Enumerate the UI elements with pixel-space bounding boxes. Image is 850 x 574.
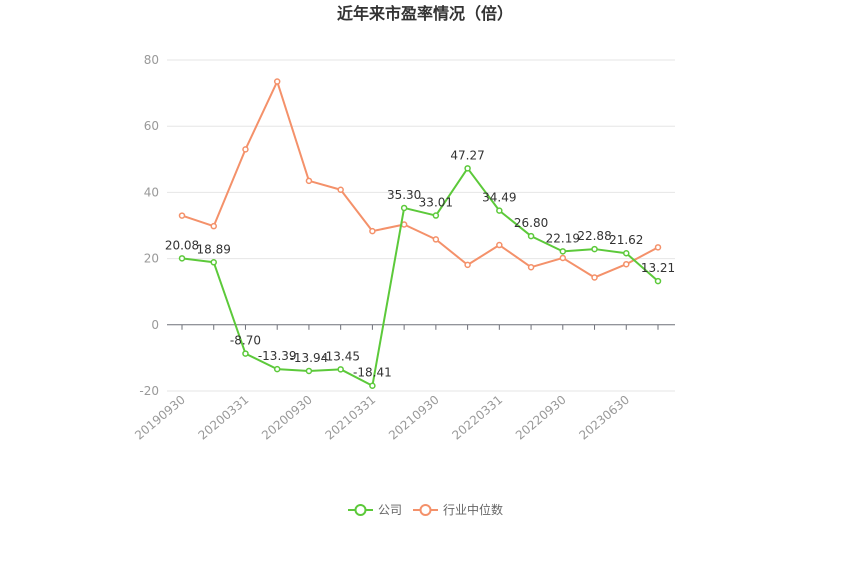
data-label: 26.80 — [514, 216, 548, 230]
company-data-point — [210, 259, 217, 266]
company-data-point — [369, 382, 376, 389]
data-label: -13.94 — [290, 351, 329, 365]
x-tick-label: 20220930 — [513, 393, 569, 443]
company-data-point — [400, 204, 408, 212]
industry-median-series-line — [181, 80, 659, 279]
data-label: -18.41 — [353, 366, 392, 380]
x-tick-label: 20230630 — [576, 393, 632, 443]
legend-label-industry: 行业中位数 — [443, 502, 503, 517]
legend-label-company: 公司 — [378, 503, 402, 517]
industry-data-point — [273, 78, 281, 85]
y-axis: -20 0 20 40 60 80 — [139, 53, 159, 398]
industry-data-point — [242, 146, 249, 153]
data-label: 35.30 — [387, 188, 421, 202]
company-data-point — [591, 245, 598, 253]
x-tick-label: 20210331 — [323, 393, 379, 443]
industry-data-point — [178, 212, 186, 219]
legend-item-industry-median[interactable]: 行业中位数 — [413, 502, 503, 517]
data-label: 18.89 — [197, 242, 231, 256]
industry-data-point — [432, 236, 440, 243]
x-axis: 20190930 20200331 20200930 20210331 20210930… — [132, 324, 675, 443]
company-data-point — [432, 212, 440, 219]
data-label: 20.08 — [165, 238, 199, 252]
company-series-line — [181, 167, 659, 387]
company-data-point — [496, 207, 503, 214]
data-label: 33.01 — [419, 196, 453, 210]
chart-title: 近年来市盈率情况（倍） — [337, 4, 513, 23]
company-data-point — [559, 248, 567, 255]
industry-data-point — [337, 186, 344, 194]
company-data-point — [337, 366, 344, 373]
company-data-point — [305, 367, 313, 375]
x-tick-label: 20210930 — [386, 393, 442, 443]
y-tick-label: 40 — [144, 185, 159, 199]
industry-data-point — [527, 263, 535, 271]
x-tick-label: 20200331 — [196, 393, 252, 443]
company-data-point — [273, 365, 281, 373]
industry-data-point — [305, 177, 313, 185]
data-label: 34.49 — [482, 191, 516, 205]
industry-data-point — [210, 222, 217, 230]
industry-data-point — [591, 274, 598, 281]
company-data-point — [623, 249, 630, 257]
x-tick-label: 20200930 — [259, 393, 315, 443]
x-tick-label: 20220331 — [449, 393, 505, 443]
company-data-point — [527, 232, 535, 240]
x-tick-label: 20190930 — [132, 393, 188, 443]
industry-data-point — [496, 241, 503, 249]
industry-data-point — [623, 260, 630, 268]
company-data-point — [178, 255, 186, 262]
grid-lines — [167, 59, 675, 392]
data-label: -13.45 — [321, 349, 360, 363]
y-tick-label: 20 — [144, 252, 159, 266]
data-label: 13.21 — [641, 261, 675, 275]
legend-item-company[interactable]: 公司 — [348, 503, 402, 517]
data-label: 22.19 — [546, 231, 580, 245]
company-data-point — [654, 277, 662, 285]
data-label: 22.88 — [577, 229, 611, 243]
y-tick-label: 60 — [144, 119, 159, 133]
industry-data-point — [559, 254, 567, 262]
y-tick-label: 0 — [151, 318, 159, 332]
legend-marker-company — [354, 504, 367, 516]
industry-data-point — [464, 261, 471, 269]
y-tick-label: 80 — [144, 53, 159, 67]
industry-data-point — [654, 244, 662, 251]
data-label: 47.27 — [450, 148, 484, 162]
company-data-point — [464, 165, 471, 172]
legend-marker-industry — [419, 504, 432, 516]
industry-data-point — [369, 227, 376, 235]
legend[interactable]: 公司 行业中位数 — [348, 502, 503, 517]
data-label: -13.39 — [258, 349, 297, 363]
data-label: 21.62 — [609, 233, 643, 247]
y-tick-label: -20 — [139, 384, 159, 398]
series-layer — [178, 78, 662, 389]
company-data-point — [242, 350, 249, 357]
data-label: -8.70 — [230, 334, 261, 348]
